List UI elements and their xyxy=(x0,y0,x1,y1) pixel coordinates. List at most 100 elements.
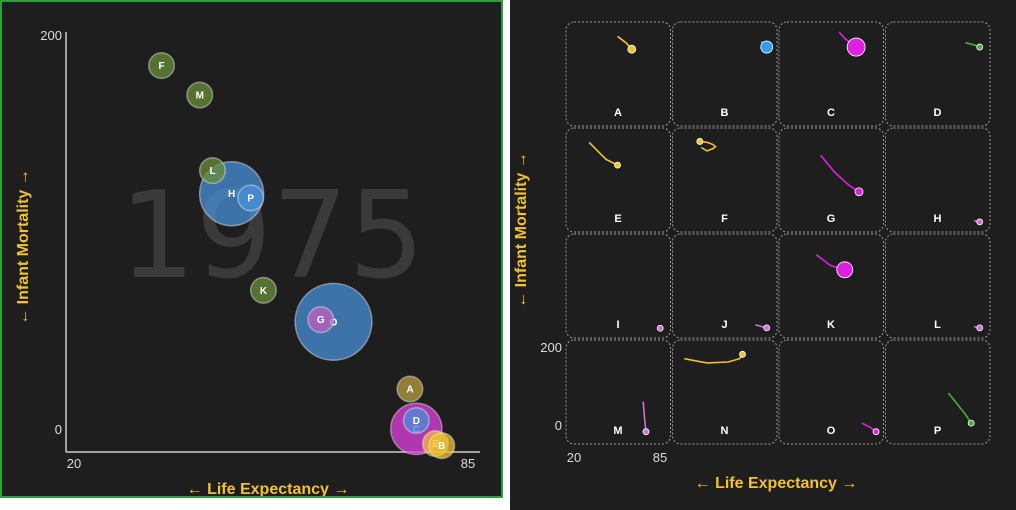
bubble-chart-panel: 1975 OHCFMLPKGADEB 200 0 20 85 ← Life Ex… xyxy=(0,0,503,498)
panel-b: B xyxy=(672,21,778,127)
bubble-l[interactable] xyxy=(198,157,227,185)
panel-frame xyxy=(672,233,778,339)
panel-label: B xyxy=(721,107,729,119)
bubble-label-m: M xyxy=(196,91,204,102)
panel-k: K xyxy=(778,233,884,339)
panel-label: A xyxy=(614,107,622,119)
small-multiples-panel: A B C D E F G H I J K L M N O P 200 0 20 85 ← Life Expe… xyxy=(510,0,1016,510)
panel-g: G xyxy=(778,127,884,233)
trail-e xyxy=(588,141,618,166)
panel-frame xyxy=(778,233,884,339)
panel-frame xyxy=(778,21,884,127)
panel-label: P xyxy=(934,425,941,437)
panel-e: E xyxy=(565,127,671,233)
panel-frame xyxy=(672,339,778,445)
sm-y-axis-label: ← Infant Mortality → xyxy=(513,152,530,308)
bubble-label-a: A xyxy=(406,385,413,396)
point-n[interactable] xyxy=(739,350,746,358)
small-multiples-chart: A B C D E F G H I J K L M N O P 200 0 20 85 ← Life Expe… xyxy=(513,21,991,492)
point-d[interactable] xyxy=(976,43,984,51)
bubble-p[interactable] xyxy=(237,184,265,212)
panel-label: J xyxy=(721,319,727,331)
sm-x-tick-max: 85 xyxy=(653,450,667,465)
panel-frame xyxy=(885,21,991,127)
x-tick-max: 85 xyxy=(461,456,475,471)
point-o[interactable] xyxy=(872,428,880,436)
trail-m xyxy=(642,401,647,432)
panel-frame xyxy=(565,127,671,233)
bubble-a[interactable] xyxy=(396,375,424,403)
point-g[interactable] xyxy=(854,187,864,197)
bubble-label-p: P xyxy=(247,193,254,204)
bubble-label-d: D xyxy=(413,416,420,427)
panel-frame xyxy=(885,233,991,339)
trail-p xyxy=(947,392,972,424)
sm-x-tick-min: 20 xyxy=(567,450,581,465)
y-axis-label: ← Infant Mortality → xyxy=(15,169,32,325)
point-k[interactable] xyxy=(836,261,854,279)
panel-label: M xyxy=(613,425,622,437)
bubble-chart: 1975 OHCFMLPKGADEB 200 0 20 85 ← Life Ex… xyxy=(15,28,480,496)
point-m[interactable] xyxy=(642,428,650,436)
bubble-layer: OHCFMLPKGADEB xyxy=(147,52,456,460)
panel-frame xyxy=(778,127,884,233)
y-tick-max: 200 xyxy=(40,28,62,43)
bubble-label-g: G xyxy=(317,315,325,326)
panel-label: O xyxy=(827,425,836,437)
bubble-g[interactable] xyxy=(307,306,335,334)
panel-label: E xyxy=(614,213,621,225)
panel-label: G xyxy=(827,213,836,225)
panel-label: L xyxy=(934,319,941,331)
bubble-label-o: O xyxy=(330,317,338,328)
panel-label: I xyxy=(616,319,619,331)
bubble-label-b: B xyxy=(438,441,445,452)
bubble-label-k: K xyxy=(260,286,268,297)
point-b[interactable] xyxy=(760,40,774,54)
trail-n xyxy=(684,353,744,364)
panel-o: O xyxy=(778,339,884,445)
panel-frame xyxy=(565,233,671,339)
panel-m: M xyxy=(565,339,671,445)
panel-grid: A B C D E F G H I J K L M N O P xyxy=(565,21,991,445)
bubble-label-f: F xyxy=(158,61,164,72)
panel-j: J xyxy=(672,233,778,339)
panel-n: N xyxy=(672,339,778,445)
panel-p: P xyxy=(885,339,991,445)
bubble-d[interactable] xyxy=(402,406,430,435)
panel-frame xyxy=(672,127,778,233)
y-tick-min: 0 xyxy=(55,422,62,437)
point-l[interactable] xyxy=(976,324,984,332)
point-e[interactable] xyxy=(614,161,621,169)
point-p[interactable] xyxy=(967,419,975,427)
point-a[interactable] xyxy=(627,44,637,54)
bubble-m[interactable] xyxy=(186,81,214,109)
bubble-label-h: H xyxy=(228,189,235,200)
panel-frame xyxy=(778,339,884,445)
point-f[interactable] xyxy=(696,138,704,145)
bubble-f[interactable] xyxy=(147,52,176,80)
trail-f xyxy=(699,140,717,152)
point-h[interactable] xyxy=(976,218,984,226)
sm-y-tick-min: 0 xyxy=(555,418,562,433)
panel-f: F xyxy=(672,127,778,233)
panel-a: A xyxy=(565,21,671,127)
panel-frame xyxy=(565,339,671,445)
sm-x-axis-label: ← Life Expectancy → xyxy=(695,475,858,492)
panel-label: C xyxy=(827,107,835,119)
panel-label: F xyxy=(721,213,728,225)
x-tick-min: 20 xyxy=(67,456,81,471)
point-c[interactable] xyxy=(846,37,866,57)
point-j[interactable] xyxy=(763,324,771,332)
panel-l: L xyxy=(885,233,991,339)
panel-c: C xyxy=(778,21,884,127)
panel-label: D xyxy=(934,107,942,119)
point-i[interactable] xyxy=(656,324,664,332)
bubble-k[interactable] xyxy=(249,276,277,304)
panel-d: D xyxy=(885,21,991,127)
bubble-label-l: L xyxy=(209,166,215,177)
panel-i: I xyxy=(565,233,671,339)
panel-label: N xyxy=(721,425,729,437)
sm-y-tick-max: 200 xyxy=(540,340,562,355)
bubble-b[interactable] xyxy=(428,432,456,460)
bubble-o[interactable] xyxy=(294,282,373,361)
